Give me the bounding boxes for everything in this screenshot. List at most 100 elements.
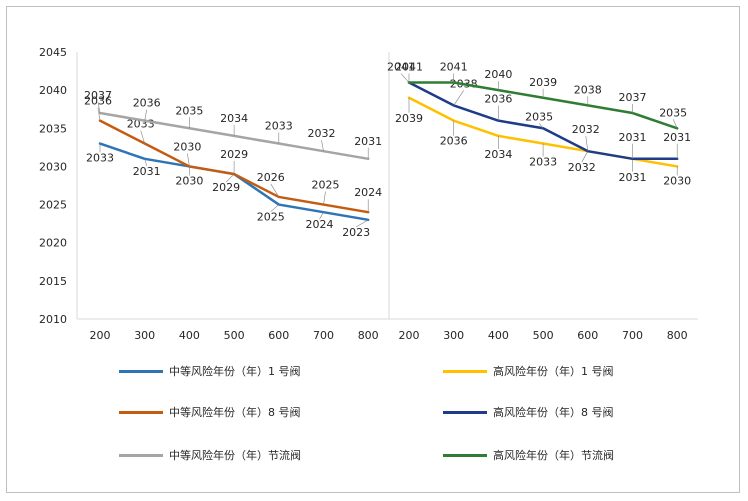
data-label: 2038: [574, 83, 602, 96]
y-tick-label: 2015: [39, 275, 67, 288]
x-tick-label: 500: [533, 329, 554, 342]
legend-item: 高风险年份（年）1 号阀: [443, 362, 614, 380]
data-label: 2040: [484, 68, 512, 81]
legend-label: 中等风险年份（年）节流阀: [169, 449, 301, 462]
legend-item: 高风险年份（年）节流阀: [443, 446, 614, 464]
data-label: 2031: [619, 131, 647, 144]
x-tick-label: 600: [268, 329, 289, 342]
data-label: 2023: [342, 226, 370, 239]
data-label: 2032: [568, 161, 596, 174]
data-label: 2039: [395, 112, 423, 125]
data-label: 2039: [529, 76, 557, 89]
legend-item: 中等风险年份（年）节流阀: [119, 446, 301, 464]
legend-label: 中等风险年份（年）8 号阀: [169, 406, 301, 419]
data-label: 2037: [84, 89, 112, 102]
x-tick-label: 200: [399, 329, 420, 342]
data-label: 2034: [220, 112, 248, 125]
data-label: 2037: [619, 91, 647, 104]
data-label: 2036: [484, 93, 512, 106]
legend-swatch: [119, 410, 163, 414]
y-tick-label: 2045: [39, 46, 67, 59]
data-label: 2024: [354, 186, 382, 199]
y-tick-label: 2025: [39, 199, 67, 212]
data-label: 2033: [86, 152, 114, 165]
y-tick-label: 2030: [39, 160, 67, 173]
data-label: 2030: [663, 174, 691, 187]
x-tick-label: 400: [179, 329, 200, 342]
data-label: 2035: [525, 110, 553, 123]
data-label-leader: [144, 158, 147, 166]
data-label-leader: [400, 73, 410, 83]
x-tick-label: 500: [224, 329, 245, 342]
x-tick-label: 800: [358, 329, 379, 342]
data-label: 2026: [257, 171, 285, 184]
data-label: 2041: [395, 61, 423, 74]
data-label-leader: [672, 119, 678, 129]
x-tick-label: 200: [90, 329, 111, 342]
data-label: 2041: [387, 61, 415, 74]
data-label: 2033: [529, 156, 557, 169]
data-label-leader: [319, 212, 324, 220]
data-label: 2031: [354, 135, 382, 148]
legend-label: 高风险年份（年）8 号阀: [493, 406, 614, 419]
data-label-leader: [140, 130, 145, 144]
data-label: 2036: [84, 95, 112, 108]
data-label: 2030: [175, 174, 203, 187]
legend-swatch: [119, 453, 163, 457]
data-label-leader: [585, 136, 589, 152]
x-tick-label: 700: [313, 329, 334, 342]
data-label: 2029: [212, 181, 240, 194]
data-label: 2035: [659, 106, 687, 119]
legend-swatch: [443, 453, 487, 457]
data-label: 2030: [173, 140, 201, 153]
chart-plot: 2010 2015 2020 2025 2030 2035 2040 2045 200 300 40…: [39, 46, 698, 342]
data-label-leader: [270, 183, 280, 198]
legend-item: 中等风险年份（年）8 号阀: [119, 403, 301, 421]
y-tick-label: 2020: [39, 237, 67, 250]
data-label: 2036: [440, 135, 468, 148]
data-label-leader: [225, 173, 235, 183]
data-label-leader: [581, 151, 589, 163]
y-tick-label: 2035: [39, 122, 67, 135]
data-label: 2025: [312, 179, 340, 192]
data-label: 2033: [265, 120, 293, 133]
data-label-leader: [97, 101, 101, 114]
x-tick-label: 300: [134, 329, 155, 342]
data-label: 2036: [133, 97, 161, 110]
legend-item: 高风险年份（年）8 号阀: [443, 403, 614, 421]
chart-frame: 2010 2015 2020 2025 2030 2035 2040 2045 200 300 40…: [6, 6, 740, 493]
x-tick-label: 400: [488, 329, 509, 342]
data-label: 2034: [484, 148, 512, 161]
data-label: 2029: [220, 148, 248, 161]
data-label: 2041: [440, 61, 468, 74]
data-label: 2031: [619, 171, 647, 184]
data-label: 2024: [306, 218, 334, 231]
legend-label: 高风险年份（年）节流阀: [493, 449, 614, 462]
data-label-leader: [453, 90, 464, 106]
data-label-leader: [323, 191, 326, 205]
legend-swatch: [119, 369, 163, 373]
data-label-leader: [97, 107, 101, 121]
data-label: 2032: [572, 123, 600, 136]
legend-label: 中等风险年份（年）1 号阀: [169, 365, 301, 378]
legend-label: 高风险年份（年）1 号阀: [493, 365, 614, 378]
x-tick-label: 600: [577, 329, 598, 342]
data-label-leader: [144, 109, 147, 121]
data-label-leader: [356, 219, 369, 228]
y-tick-label: 2010: [39, 313, 67, 326]
data-label-leader: [270, 204, 279, 212]
legend-swatch: [443, 410, 487, 414]
data-label: 2025: [257, 211, 285, 224]
y-tick-label: 2040: [39, 84, 67, 97]
data-label: 2031: [663, 131, 691, 144]
x-tick-label: 300: [443, 329, 464, 342]
legend-swatch: [443, 369, 487, 373]
data-label-leader: [321, 140, 324, 152]
x-tick-label: 800: [667, 329, 688, 342]
data-label: 2031: [133, 165, 161, 178]
legend-item: 中等风险年份（年）1 号阀: [119, 362, 301, 380]
data-label: 2032: [308, 127, 336, 140]
data-label: 2035: [175, 104, 203, 117]
data-label-leader: [538, 123, 544, 129]
x-tick-label: 700: [622, 329, 643, 342]
